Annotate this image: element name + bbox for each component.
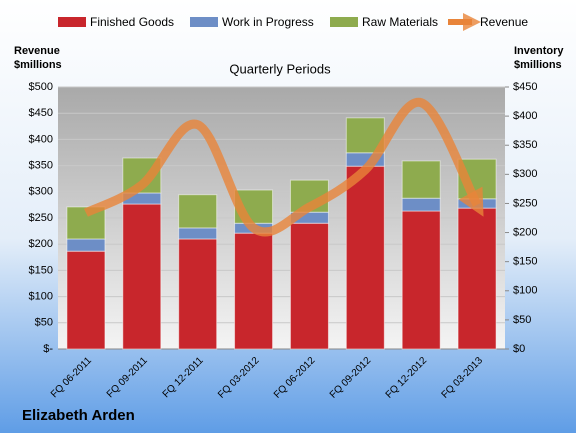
bar-segment	[457, 207, 497, 350]
bar-segment	[178, 194, 218, 229]
y2-tick-label: $350	[513, 139, 537, 151]
y-tick-label: $250	[29, 212, 53, 224]
bar-segment	[401, 197, 441, 212]
y2-tick-label: $450	[513, 81, 537, 93]
bar-segment	[234, 232, 274, 350]
bar-segment	[66, 238, 106, 252]
legend-label: Revenue	[480, 15, 528, 29]
legend-swatch	[190, 17, 218, 27]
legend-swatch	[330, 17, 358, 27]
bar-segment	[401, 160, 441, 199]
revenue-line	[83, 98, 484, 237]
bar-segment	[122, 203, 162, 350]
bar-segment	[345, 165, 385, 350]
y-tick-label: $350	[29, 160, 53, 172]
y-tick-label: $150	[29, 264, 53, 276]
chart-title: Quarterly Periods	[229, 61, 331, 76]
bar-segment	[289, 222, 329, 350]
y-tick-label: $500	[29, 81, 53, 93]
y2-tick-label: $0	[513, 343, 525, 355]
y-tick-label: $200	[29, 238, 53, 250]
bar-segment	[178, 238, 218, 350]
bar-segment	[178, 227, 218, 240]
legend-swatch	[58, 17, 86, 27]
y2-tick-label: $50	[513, 314, 531, 326]
y2-tick-label: $250	[513, 197, 537, 209]
y2-axis-title: Inventory $millions	[514, 45, 564, 71]
bar-segment	[66, 250, 106, 350]
y2-tick-label: $400	[513, 110, 537, 122]
y-tick-label: $100	[29, 291, 53, 303]
legend-label: Raw Materials	[362, 15, 438, 29]
y-tick-label: $-	[43, 343, 53, 355]
y-tick-label: $450	[29, 107, 53, 119]
source: Elizabeth Arden	[22, 407, 135, 424]
y2-tick-label: $300	[513, 168, 537, 180]
y2-tick-label: $200	[513, 226, 537, 238]
y-axis-title: Revenue $millions	[14, 45, 62, 71]
y2-tick-label: $100	[513, 285, 537, 297]
legend-label: Work in Progress	[222, 15, 314, 29]
y2-tick-label: $150	[513, 256, 537, 268]
y-tick-label: $400	[29, 133, 53, 145]
bar-segment	[401, 210, 441, 350]
y-tick-label: $50	[35, 317, 53, 329]
y-tick-label: $300	[29, 186, 53, 198]
legend-label: Finished Goods	[90, 15, 174, 29]
